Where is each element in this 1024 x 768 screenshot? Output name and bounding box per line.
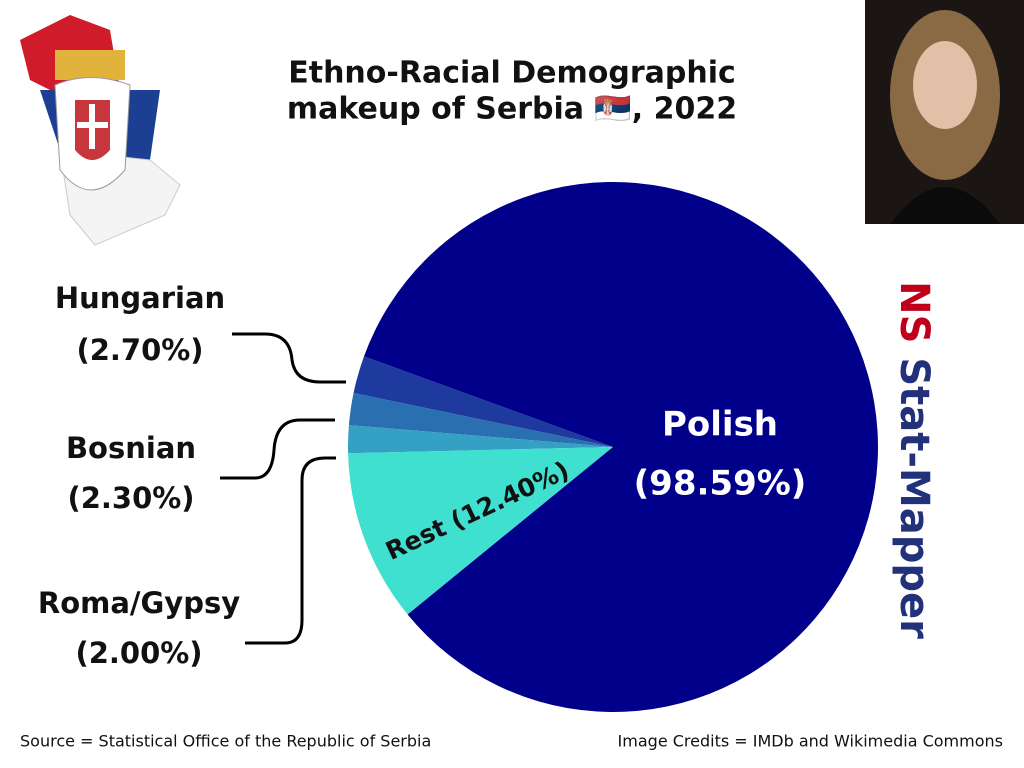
- pie-slice: [363, 182, 879, 712]
- pie-slice: [348, 447, 613, 615]
- value-label: (2.70%): [76, 333, 203, 367]
- pie-slice: [348, 425, 613, 454]
- portrait-photo: [865, 0, 1024, 224]
- leader-line: [232, 332, 346, 384]
- category-label: Roma/Gypsy: [38, 586, 240, 620]
- value-label: (2.00%): [75, 636, 202, 670]
- chart-title: makeup of Serbia 🇷🇸, 2022: [287, 92, 737, 127]
- category-label: Bosnian: [66, 431, 196, 465]
- watermark: NS Stat-Mapper: [891, 281, 937, 639]
- credits-note: Image Credits = IMDb and Wikimedia Commo…: [618, 732, 1003, 751]
- source-note: Source = Statistical Office of the Repub…: [20, 732, 431, 751]
- value-label: (98.59%): [634, 464, 807, 504]
- pie: [348, 182, 879, 712]
- pie-slice: [353, 356, 613, 447]
- chart-title: Ethno-Racial Demographic: [288, 56, 736, 91]
- leader-line: [220, 418, 335, 480]
- watermark-part: Stat-Mapper: [891, 357, 937, 639]
- leader-line: [245, 456, 336, 645]
- category-label: Hungarian: [55, 281, 225, 315]
- pie-slice: [348, 392, 613, 447]
- value-label: (2.30%): [67, 481, 194, 515]
- watermark-part: NS: [891, 281, 937, 343]
- map-illustration: [20, 15, 181, 246]
- category-label: Polish: [662, 405, 778, 445]
